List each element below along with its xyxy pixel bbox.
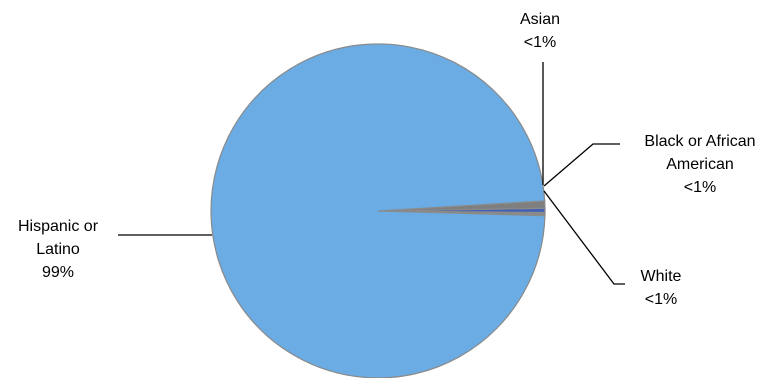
label-hispanic-latino: Hispanic or Latino 99% xyxy=(2,215,114,284)
slice-hispanic-latino xyxy=(210,43,546,378)
leader-line-black xyxy=(543,143,620,187)
label-black-name-line1: Black or African xyxy=(644,133,756,150)
leader-line-white xyxy=(543,190,625,285)
label-asian-name: Asian xyxy=(519,11,561,28)
label-hispanic-name-line1: Hispanic or xyxy=(17,218,99,235)
label-hispanic-name-line2: Latino xyxy=(36,241,80,258)
label-white-name: White xyxy=(640,268,682,285)
label-black-value: <1% xyxy=(683,179,717,196)
label-white-value: <1% xyxy=(644,291,678,308)
label-black-name-line2: American xyxy=(666,156,734,173)
label-asian-value: <1% xyxy=(523,34,557,51)
label-hispanic-value: 99% xyxy=(41,264,75,281)
label-white: White <1% xyxy=(628,265,694,311)
label-asian: Asian <1% xyxy=(505,8,575,54)
label-black-african-american: Black or African American <1% xyxy=(625,130,775,199)
